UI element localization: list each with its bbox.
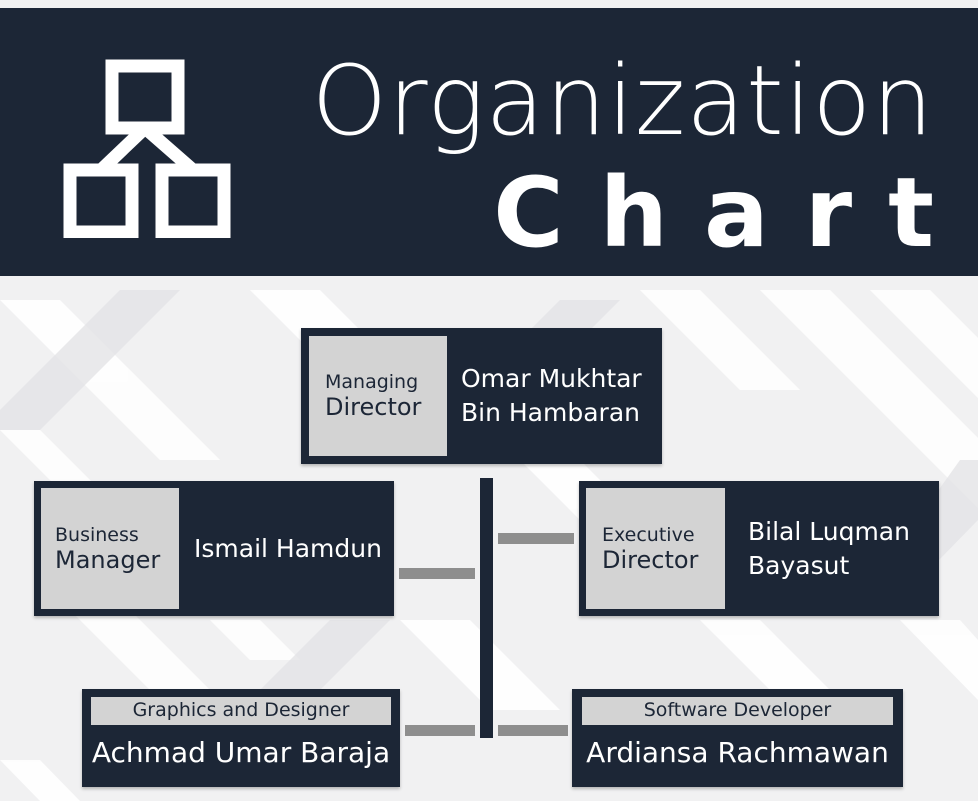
card-managing-director: Managing Director Omar Mukhtar Bin Hamba… [301, 328, 662, 464]
role-box: Business Manager [41, 488, 179, 609]
card-executive-director: Executive Director Bilal Luqman Bayasut [579, 481, 939, 616]
person-name: Ismail Hamdun [194, 488, 382, 609]
role-label-line-2: Manager [55, 545, 161, 574]
role-label-line-2: Director [325, 393, 422, 421]
name-line-1: Omar Mukhtar [461, 364, 642, 393]
card-software-developer: Software Developer Ardiansa Rachmawan [572, 689, 903, 787]
person-name: Achmad Umar Baraja [91, 736, 391, 769]
name-line-1: Ismail Hamdun [194, 533, 382, 563]
title-line-1: Organization [311, 45, 934, 157]
connector-graphics-designer [405, 725, 475, 736]
name-line-2: Bin Hambaran [461, 398, 640, 427]
card-business-manager: Business Manager Ismail Hamdun [34, 481, 394, 616]
role-label-line-1: Managing [325, 371, 419, 393]
role-box: Executive Director [586, 488, 725, 609]
card-graphics-designer: Graphics and Designer Achmad Umar Baraja [82, 689, 400, 787]
person-name: Bilal Luqman Bayasut [748, 488, 910, 609]
role-label-line-2: Director [602, 545, 699, 574]
role-strip: Software Developer [582, 697, 893, 725]
connector-business-manager [399, 568, 475, 579]
name-line-2: Bayasut [748, 550, 850, 580]
connector-executive-director [498, 533, 574, 544]
role-strip: Graphics and Designer [91, 697, 391, 725]
role-label-line-1: Executive [602, 523, 695, 546]
person-name: Ardiansa Rachmawan [586, 736, 889, 769]
name-line-1: Bilal Luqman [748, 516, 910, 546]
org-hierarchy-icon [63, 59, 231, 238]
role-box: Managing Director [309, 336, 447, 456]
header-banner: Organization Chart [0, 8, 978, 276]
connector-software-developer [498, 725, 568, 736]
hierarchy-spine [480, 478, 493, 738]
title-line-2: Chart [493, 157, 970, 269]
role-label-line-1: Business [55, 523, 139, 546]
person-name: Omar Mukhtar Bin Hambaran [461, 336, 642, 456]
